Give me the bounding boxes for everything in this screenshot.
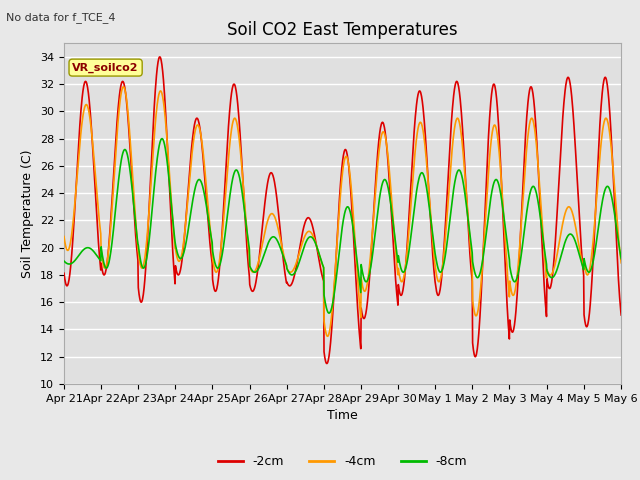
Title: Soil CO2 East Temperatures: Soil CO2 East Temperatures	[227, 21, 458, 39]
Legend: -2cm, -4cm, -8cm: -2cm, -4cm, -8cm	[212, 450, 472, 473]
Y-axis label: Soil Temperature (C): Soil Temperature (C)	[22, 149, 35, 278]
Text: No data for f_TCE_4: No data for f_TCE_4	[6, 12, 116, 23]
Text: VR_soilco2: VR_soilco2	[72, 62, 139, 73]
X-axis label: Time: Time	[327, 409, 358, 422]
